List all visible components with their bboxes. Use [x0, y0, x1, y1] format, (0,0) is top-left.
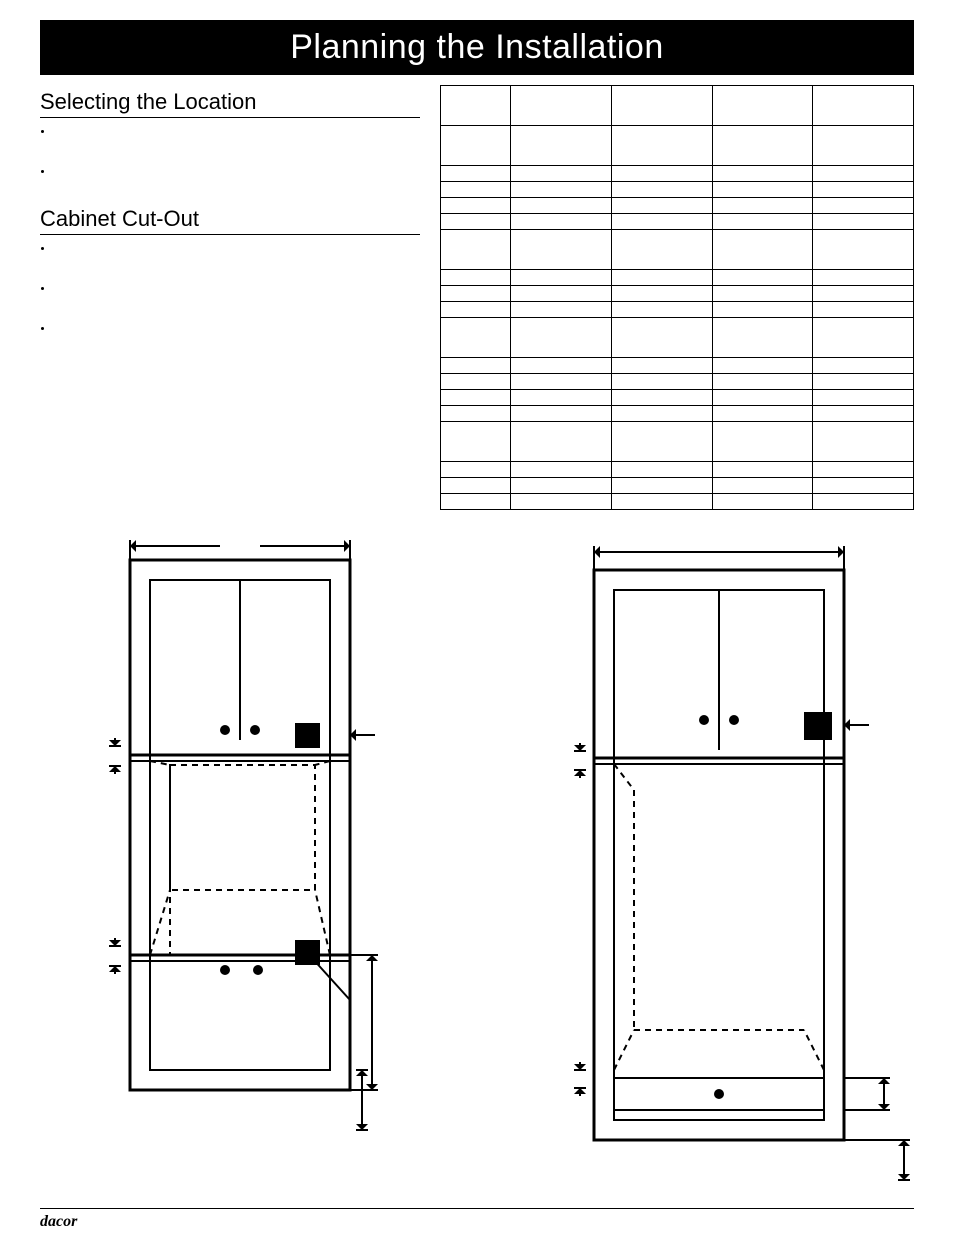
cabinet-bullets — [40, 243, 420, 335]
page: Planning the Installation Selecting the … — [0, 0, 954, 1241]
bullet-item — [54, 243, 420, 255]
section-heading-cabinet: Cabinet Cut-Out — [40, 206, 420, 235]
diagram-row — [40, 530, 914, 1190]
bullet-item — [54, 283, 420, 295]
page-title-banner: Planning the Installation — [40, 20, 914, 75]
bullet-item — [54, 166, 420, 178]
section-heading-selecting: Selecting the Location — [40, 89, 420, 118]
left-diagram-svg — [40, 530, 400, 1170]
selecting-bullets — [40, 126, 420, 178]
dimension-table — [440, 85, 914, 510]
right-diagram-svg — [514, 530, 914, 1190]
bullet-item — [54, 323, 420, 335]
footer: dacor — [40, 1208, 914, 1231]
content-columns: Selecting the Location Cabinet Cut-Out — [40, 85, 914, 510]
left-column: Selecting the Location Cabinet Cut-Out — [40, 85, 420, 510]
bullet-item — [54, 126, 420, 138]
right-column — [440, 85, 914, 510]
brand-logo: dacor — [40, 1213, 77, 1230]
single-oven-cutout-diagram — [514, 530, 914, 1190]
double-oven-cutout-diagram — [40, 530, 400, 1190]
page-title: Planning the Installation — [290, 28, 664, 66]
